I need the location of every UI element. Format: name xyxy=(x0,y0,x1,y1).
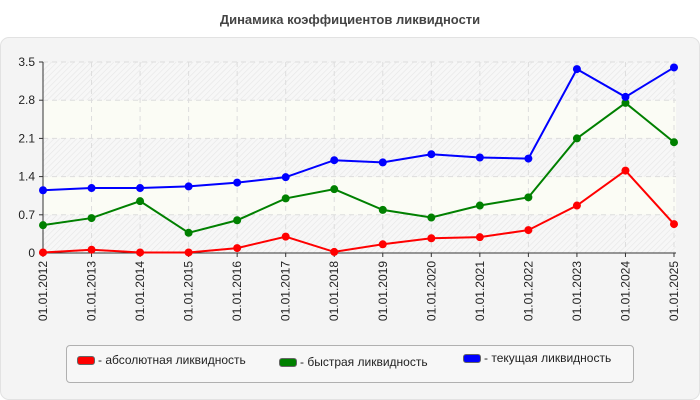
data-point[interactable] xyxy=(524,226,533,235)
x-tick-label: 01.01.2017 xyxy=(279,261,293,321)
data-point[interactable] xyxy=(475,201,484,210)
legend-swatch-blue xyxy=(463,353,481,363)
gridlines xyxy=(43,61,676,253)
data-point[interactable] xyxy=(378,205,387,214)
series-line xyxy=(39,98,678,237)
data-point[interactable] xyxy=(427,213,436,222)
data-point[interactable] xyxy=(39,186,47,195)
data-point[interactable] xyxy=(233,244,242,253)
x-tick-label: 01.01.2024 xyxy=(618,261,632,321)
axes: 0 0.7 1.4 2.1 2.8 3.5 01.01.2012 01.01.2013 01.0… xyxy=(18,55,681,321)
x-tick-label: 01.01.2013 xyxy=(85,261,99,321)
data-point[interactable] xyxy=(621,166,630,175)
x-tick-label: 01.01.2023 xyxy=(570,261,584,321)
data-point[interactable] xyxy=(621,92,630,101)
data-point[interactable] xyxy=(39,248,47,257)
x-tick-label: 01.01.2020 xyxy=(424,261,438,321)
x-tick-label: 01.01.2025 xyxy=(667,261,681,321)
data-point[interactable] xyxy=(621,98,630,107)
x-tick-label: 01.01.2012 xyxy=(36,261,50,321)
data-point[interactable] xyxy=(184,182,193,191)
legend-label: - абсолютная ликвидность xyxy=(98,353,246,367)
x-tick-label: 01.01.2016 xyxy=(230,261,244,321)
data-point[interactable] xyxy=(87,214,96,223)
data-point[interactable] xyxy=(184,248,193,257)
x-tick-label: 01.01.2018 xyxy=(327,261,341,321)
data-point[interactable] xyxy=(330,247,339,256)
y-tick-label: 1.4 xyxy=(18,170,35,184)
data-point[interactable] xyxy=(281,194,290,203)
data-point[interactable] xyxy=(670,138,678,147)
legend-swatch-green xyxy=(279,357,297,367)
y-tick-label: 0.7 xyxy=(18,208,35,222)
data-point[interactable] xyxy=(524,154,533,163)
data-point[interactable] xyxy=(427,234,436,243)
legend-item-absolute: - абсолютная ликвидность xyxy=(77,353,246,367)
chart-title: Динамика коэффициентов ликвидности xyxy=(219,12,481,27)
data-point[interactable] xyxy=(670,220,678,229)
data-point[interactable] xyxy=(670,63,678,72)
y-tick-label: 3.5 xyxy=(18,55,35,69)
plot-background xyxy=(43,62,676,253)
data-point[interactable] xyxy=(87,245,96,254)
y-tick-label: 0 xyxy=(28,246,35,260)
data-point[interactable] xyxy=(87,184,96,193)
data-point[interactable] xyxy=(475,153,484,162)
y-tick-label: 2.1 xyxy=(18,131,35,145)
legend-swatch-red xyxy=(77,355,95,365)
data-point[interactable] xyxy=(281,173,290,182)
data-point[interactable] xyxy=(378,240,387,249)
data-point[interactable] xyxy=(524,193,533,202)
data-point[interactable] xyxy=(475,233,484,242)
data-point[interactable] xyxy=(281,232,290,241)
series-line xyxy=(39,63,678,195)
data-point[interactable] xyxy=(184,228,193,237)
data-point[interactable] xyxy=(572,134,581,143)
legend-label: - быстрая ликвидность xyxy=(300,355,428,369)
data-point[interactable] xyxy=(378,158,387,167)
data-point[interactable] xyxy=(572,65,581,74)
data-series xyxy=(39,63,678,257)
data-point[interactable] xyxy=(330,156,339,165)
data-point[interactable] xyxy=(136,197,145,206)
data-point[interactable] xyxy=(39,221,47,230)
legend-item-quick: - быстрая ликвидность xyxy=(279,355,428,369)
data-point[interactable] xyxy=(330,185,339,194)
legend-label: - текущая ликвидность xyxy=(484,351,612,365)
x-tick-label: 01.01.2015 xyxy=(182,261,196,321)
data-point[interactable] xyxy=(233,216,242,225)
data-point[interactable] xyxy=(136,184,145,193)
series-line xyxy=(39,166,678,257)
data-point[interactable] xyxy=(572,201,581,210)
x-tick-label: 01.01.2022 xyxy=(521,261,535,321)
legend: - абсолютная ликвидность - быстрая ликви… xyxy=(66,345,634,383)
data-point[interactable] xyxy=(136,248,145,257)
data-point[interactable] xyxy=(427,150,436,159)
legend-item-current: - текущая ликвидность xyxy=(463,351,611,365)
x-tick-label: 01.01.2021 xyxy=(473,261,487,321)
x-tick-label: 01.01.2019 xyxy=(376,261,390,321)
x-tick-label: 01.01.2014 xyxy=(133,261,147,321)
data-point[interactable] xyxy=(233,178,242,187)
y-tick-label: 2.8 xyxy=(18,93,35,107)
